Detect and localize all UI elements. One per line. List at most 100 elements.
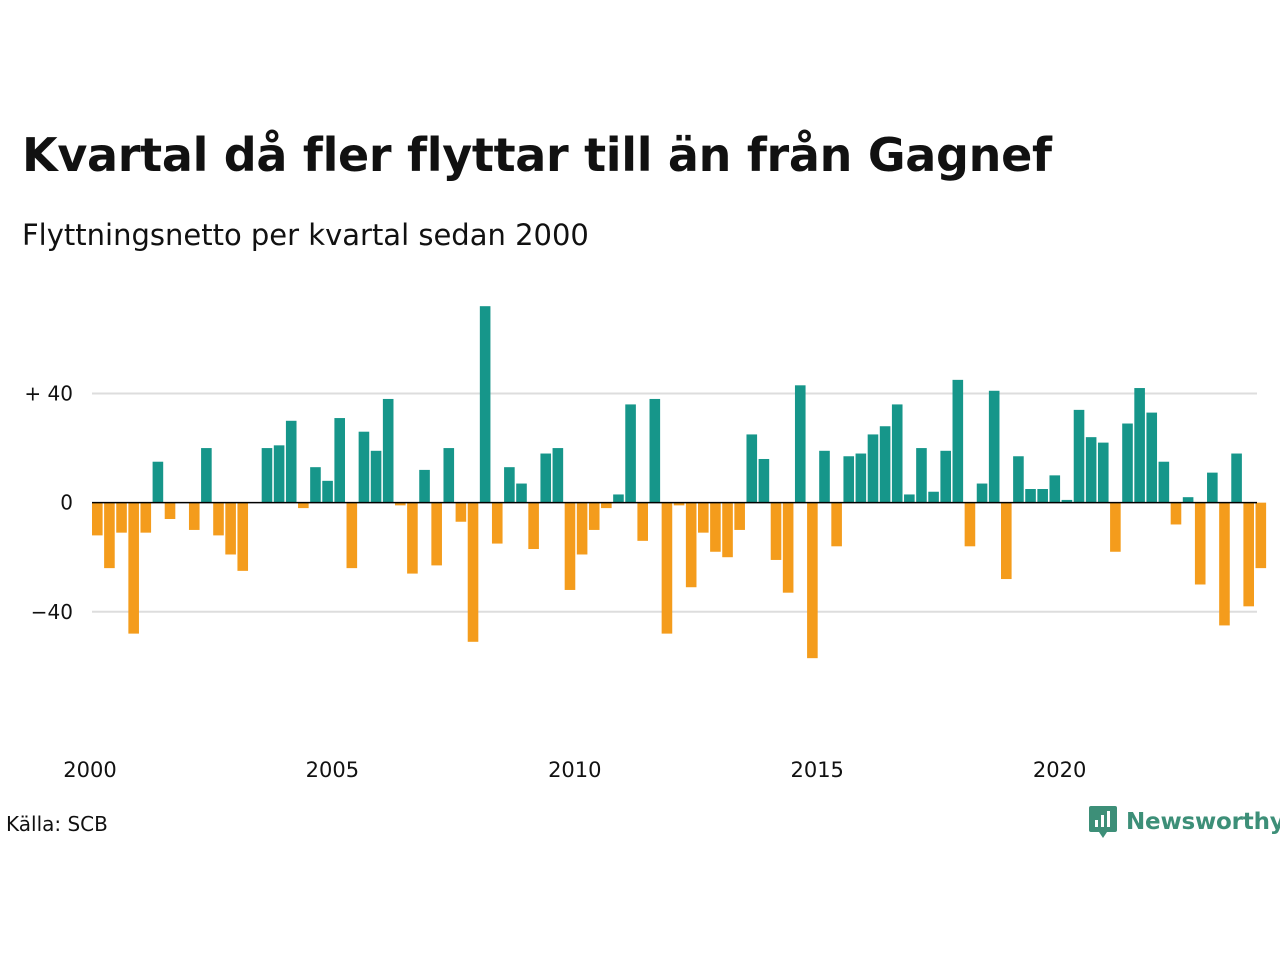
bar: [528, 502, 539, 550]
bar: [1110, 502, 1121, 552]
bar: [310, 467, 321, 503]
x-tick-label: 2015: [790, 758, 843, 782]
bar: [988, 390, 1000, 503]
bar: [1037, 489, 1048, 503]
bar: [273, 445, 285, 503]
bar: [116, 502, 127, 533]
y-tick-label: 0: [60, 491, 73, 515]
bar: [613, 494, 624, 503]
bar-chart: + 40 0 −40 2000 2005 2010 2015 2020: [24, 306, 1267, 782]
x-tick-label: 2005: [306, 758, 359, 782]
bar: [794, 385, 806, 503]
bar: [334, 418, 345, 503]
bar: [588, 502, 600, 530]
bar: [407, 502, 418, 574]
bar: [237, 502, 249, 571]
brand-name: Newsworthy: [1126, 809, 1280, 835]
bar: [346, 502, 358, 569]
bar: [431, 502, 442, 566]
chart-title: Kvartal då fler flyttar till än från Gag…: [22, 128, 1052, 182]
bar: [358, 431, 370, 503]
bar: [1073, 409, 1085, 503]
bar: [964, 502, 976, 547]
bar: [298, 502, 309, 509]
bar: [1219, 502, 1230, 626]
bar: [916, 448, 927, 503]
bar: [746, 434, 758, 503]
bar: [285, 420, 297, 503]
bar: [673, 502, 685, 506]
bar: [1207, 472, 1218, 503]
bar: [1061, 499, 1073, 503]
bar: [1013, 456, 1024, 503]
bar: [1170, 502, 1182, 525]
bar: [649, 398, 661, 503]
bar: [370, 450, 382, 503]
bar: [164, 502, 176, 520]
bar: [225, 502, 236, 555]
bar: [685, 502, 697, 588]
bar: [867, 434, 879, 503]
chart-subtitle: Flyttningsnetto per kvartal sedan 2000: [22, 218, 589, 252]
bar: [443, 448, 455, 503]
bar: [467, 502, 479, 642]
bar: [1255, 502, 1267, 569]
bar: [104, 502, 115, 569]
bar: [637, 502, 648, 541]
bar: [516, 483, 527, 503]
x-tick-label: 2010: [548, 758, 601, 782]
bar: [540, 453, 552, 503]
bar: [807, 502, 818, 659]
bar: [1049, 475, 1061, 503]
bar: [1134, 388, 1145, 503]
bar: [152, 461, 164, 503]
bar: [504, 467, 515, 503]
bar: [1146, 412, 1158, 503]
bar: [976, 483, 988, 503]
bar: [455, 502, 467, 522]
bar: [1122, 423, 1133, 503]
bar: [819, 450, 830, 503]
bar: [1158, 461, 1170, 503]
bar: [128, 502, 139, 634]
bar: [758, 458, 770, 503]
newsworthy-logo-icon: [1089, 806, 1117, 838]
bar: [770, 502, 782, 560]
bar: [1182, 497, 1194, 503]
y-tick-label: −40: [31, 600, 73, 624]
bar: [952, 379, 964, 503]
bar: [92, 502, 103, 536]
source-note: Källa: SCB: [6, 812, 108, 836]
bar: [1097, 442, 1109, 503]
bar: [322, 480, 333, 503]
bar: [491, 502, 503, 544]
bar: [1001, 502, 1012, 580]
bar: [928, 491, 939, 503]
x-tick-label: 2020: [1033, 758, 1086, 782]
bar: [1194, 502, 1206, 585]
bar: [843, 456, 855, 503]
bar: [782, 502, 794, 593]
bar: [879, 426, 891, 503]
bar: [831, 502, 842, 547]
bar: [891, 404, 903, 503]
bar: [722, 502, 733, 558]
bar: [419, 469, 430, 503]
bar: [576, 502, 588, 555]
bar: [710, 502, 721, 552]
bar: [395, 502, 406, 506]
bar: [188, 502, 200, 530]
bar: [564, 502, 576, 590]
bar: [601, 502, 612, 509]
bar: [1025, 489, 1036, 503]
bar: [479, 306, 491, 503]
bar: [140, 502, 152, 533]
bar: [698, 502, 709, 533]
bar: [1243, 502, 1254, 607]
bar: [904, 494, 915, 503]
bar: [201, 448, 212, 503]
bar: [213, 502, 224, 536]
bar: [734, 502, 745, 530]
bar: [625, 404, 636, 503]
bar: [552, 448, 564, 503]
